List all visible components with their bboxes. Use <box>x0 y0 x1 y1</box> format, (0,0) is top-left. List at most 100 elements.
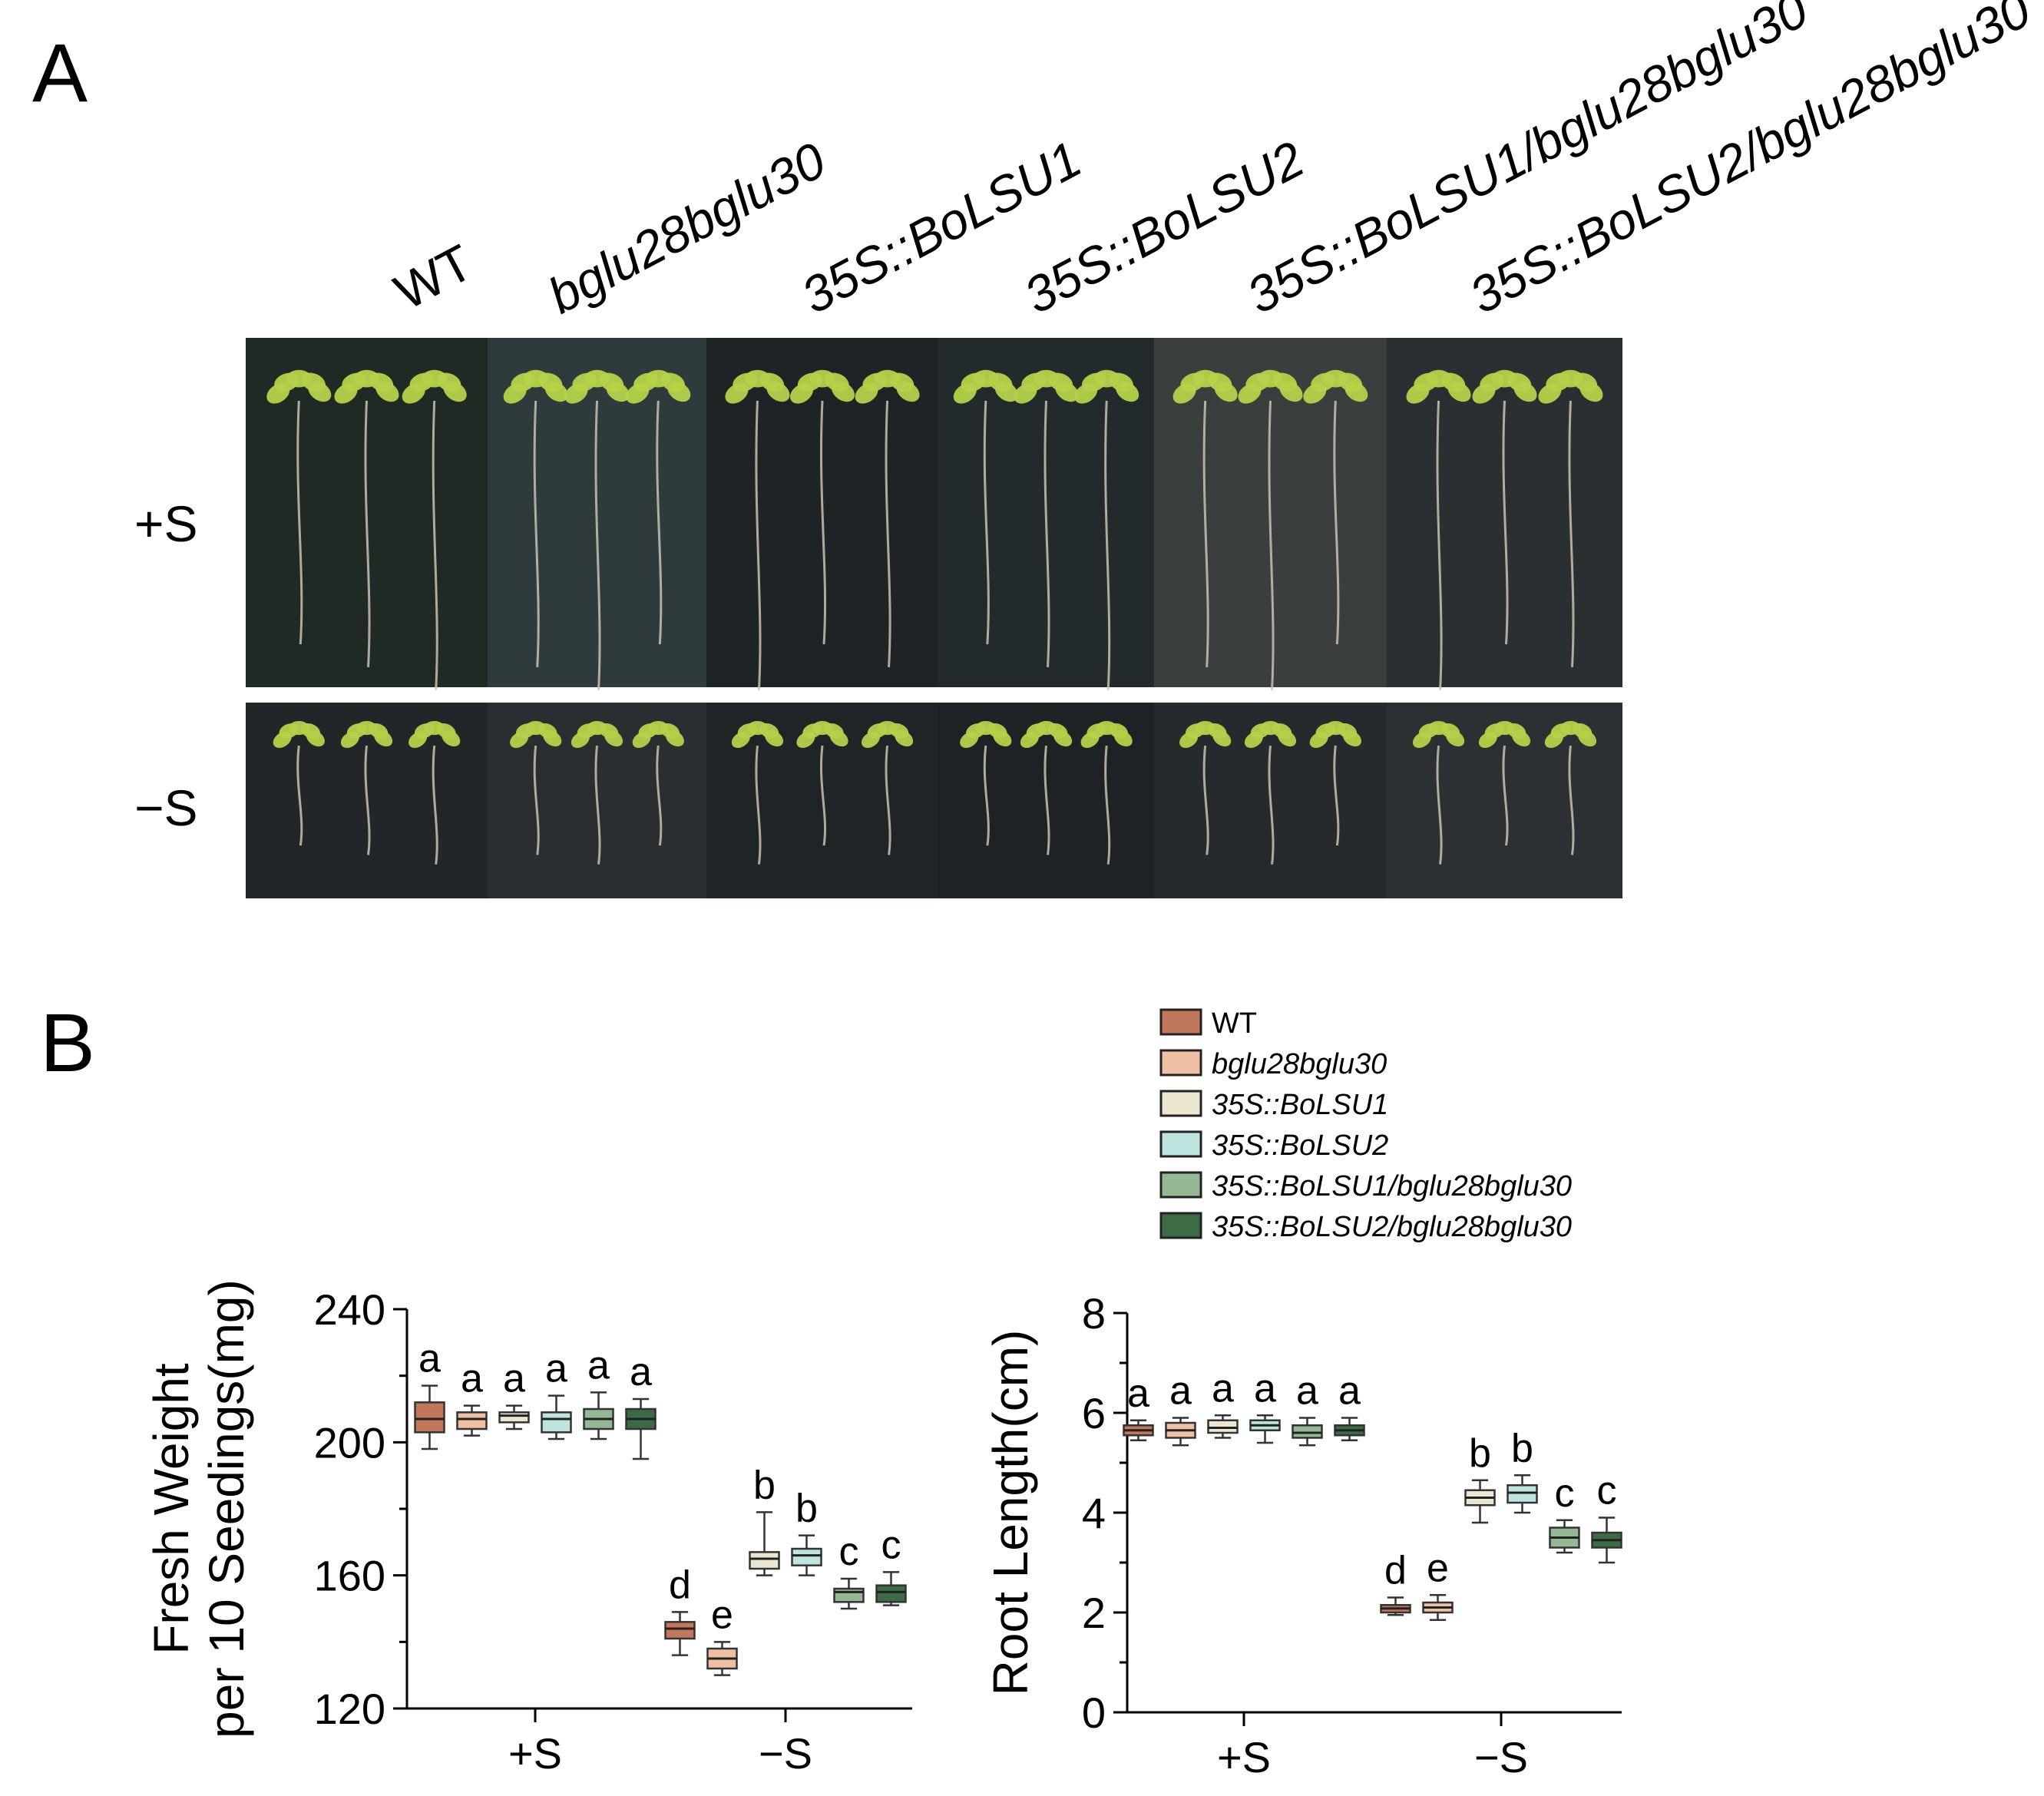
box <box>1165 1417 1196 1447</box>
significance-letter: a <box>587 1343 610 1388</box>
seedling <box>1478 720 1531 846</box>
seedling <box>564 369 630 690</box>
seedling-photos <box>246 338 1622 898</box>
legend-item: 35S::BoLSU2/bglu28bglu30 <box>1159 1211 1572 1243</box>
seedling <box>960 720 1012 846</box>
legend-label: bglu28bglu30 <box>1212 1048 1387 1080</box>
significance-letter: a <box>503 1357 525 1401</box>
seedling <box>725 369 790 690</box>
y-axis-label: Fresh Weight <box>144 1363 199 1655</box>
box <box>583 1391 614 1440</box>
y-tick-label: 200 <box>314 1418 385 1467</box>
significance-letter: d <box>1384 1549 1407 1593</box>
seedling <box>1538 369 1603 667</box>
significance-letter: c <box>881 1523 901 1567</box>
row-label-minus-s: −S <box>134 779 198 836</box>
seedling <box>796 720 848 846</box>
legend-swatch <box>1159 1090 1202 1117</box>
box <box>1380 1596 1411 1616</box>
y-tick-label: 4 <box>1082 1489 1106 1537</box>
box <box>1334 1417 1365 1441</box>
legend-label: 35S::BoLSU2 <box>1212 1130 1388 1162</box>
seedling <box>1544 720 1597 855</box>
seedling <box>1303 369 1368 645</box>
seedling <box>861 720 914 855</box>
x-tick-label: +S <box>508 1729 562 1778</box>
significance-letter: a <box>1338 1369 1361 1414</box>
seedling <box>789 369 855 645</box>
seedling <box>632 720 684 846</box>
legend-swatch <box>1159 1130 1202 1158</box>
y-axis-label: per 10 Seedings(mg) <box>199 1279 254 1738</box>
significance-letter: e <box>711 1593 733 1637</box>
box <box>1207 1414 1239 1439</box>
significance-letter: c <box>1597 1469 1617 1513</box>
y-tick-label: 160 <box>314 1552 385 1600</box>
y-tick-label: 0 <box>1082 1689 1106 1737</box>
seedling <box>1244 720 1297 865</box>
significance-letter: a <box>418 1337 441 1381</box>
legend-label: 35S::BoLSU1 <box>1212 1089 1388 1121</box>
x-tick-label: −S <box>759 1729 812 1778</box>
legend-item: WT <box>1159 1007 1257 1040</box>
seedling <box>1412 720 1465 865</box>
legend-swatch <box>1159 1008 1202 1036</box>
seedling <box>1172 369 1238 667</box>
box <box>706 1641 738 1676</box>
significance-letter: a <box>545 1347 567 1391</box>
significance-letter: a <box>1169 1369 1192 1414</box>
significance-letter: a <box>461 1357 483 1401</box>
legend: WTbglu28bglu3035S::BoLSU135S::BoLSU235S:… <box>1159 1007 1572 1243</box>
box <box>498 1404 530 1431</box>
seedling <box>402 369 467 690</box>
box <box>414 1384 445 1450</box>
box <box>664 1611 696 1656</box>
box <box>625 1397 657 1460</box>
seedling <box>571 720 623 865</box>
row-label-plus-s: +S <box>134 495 198 552</box>
seedling <box>1014 369 1079 667</box>
seedling <box>266 369 332 645</box>
x-tick-label: −S <box>1474 1733 1528 1781</box>
seedling <box>334 369 399 667</box>
box <box>1549 1519 1580 1554</box>
box <box>1292 1417 1323 1447</box>
legend-label: 35S::BoLSU2/bglu28bglu30 <box>1212 1211 1572 1243</box>
significance-letter: b <box>753 1463 776 1507</box>
significance-letter: b <box>795 1487 818 1531</box>
y-tick-label: 120 <box>314 1685 385 1733</box>
seedling <box>626 369 691 645</box>
box <box>833 1577 865 1610</box>
seedling <box>510 720 562 855</box>
panel-b-label: B <box>40 996 95 1089</box>
seedling <box>1179 720 1232 855</box>
legend-swatch <box>1159 1049 1202 1077</box>
box <box>1464 1479 1496 1524</box>
seedling <box>408 720 461 865</box>
legend-label: WT <box>1212 1007 1257 1040</box>
box <box>749 1511 780 1576</box>
root-length-chart: 0 2 4 6 8 Root Length(cm) +S −S a d a e a b a b a c a c <box>983 1289 1622 1781</box>
box <box>1123 1419 1154 1441</box>
seedling <box>503 369 568 667</box>
seedling <box>1472 369 1537 645</box>
y-tick-label: 6 <box>1082 1389 1106 1437</box>
seedling <box>1309 720 1361 846</box>
seedling <box>731 720 784 865</box>
significance-letter: c <box>1555 1471 1575 1516</box>
seedling <box>1020 720 1073 855</box>
box <box>1249 1414 1281 1444</box>
seedling <box>1080 720 1133 865</box>
x-tick-label: +S <box>1217 1733 1271 1781</box>
significance-letter: a <box>1212 1366 1234 1411</box>
box <box>1422 1594 1454 1621</box>
fresh-weight-chart: 120 160 200 240 Fresh Weight per 10 Seedings(… <box>144 1279 912 1778</box>
significance-letter: a <box>1296 1369 1318 1414</box>
box <box>541 1394 572 1440</box>
legend-swatch <box>1159 1212 1202 1239</box>
legend-item: 35S::BoLSU1/bglu28bglu30 <box>1159 1170 1572 1202</box>
significance-letter: e <box>1427 1546 1449 1590</box>
legend-label: 35S::BoLSU1/bglu28bglu30 <box>1212 1170 1572 1202</box>
box <box>1507 1474 1538 1514</box>
